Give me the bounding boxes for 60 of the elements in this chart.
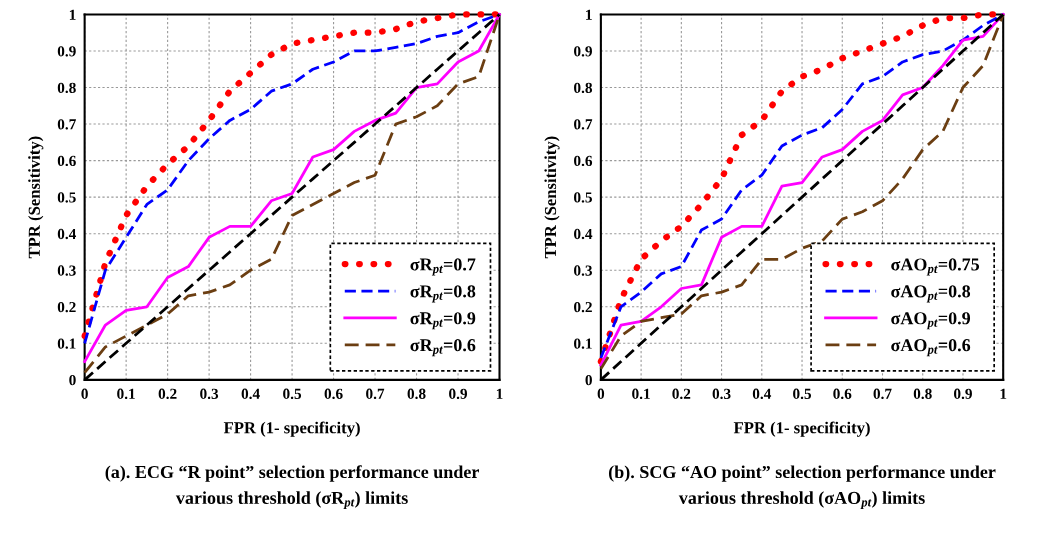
y-tick-label: 0.3 xyxy=(57,265,76,276)
y-tick-label: 0.7 xyxy=(57,119,76,130)
x-tick-label: 0.3 xyxy=(712,388,731,399)
x-tick-label: 0.2 xyxy=(672,388,691,399)
x-tick-label: 0.5 xyxy=(793,388,812,399)
x-tick-label: 0.7 xyxy=(366,388,385,399)
text: (a). ECG “R point” selection performance under xyxy=(105,465,479,482)
x-tick-label: 0.6 xyxy=(324,388,343,399)
x-tick-label: 0.2 xyxy=(158,388,177,399)
x-tick-label: 0.8 xyxy=(913,388,932,399)
legend-label: σAO$_{pt}$=0.8 xyxy=(891,285,971,303)
legend-label: σAO$_{pt}$=0.9 xyxy=(891,312,971,330)
x-tick-label: 0.5 xyxy=(283,388,302,399)
x-axis-title: FPR (1- specificity) xyxy=(223,421,360,437)
y-tick-label: 0.2 xyxy=(57,301,76,313)
x-tick-label: 0 xyxy=(81,388,88,399)
legend-label: σAO$_{pt}$=0.6 xyxy=(891,339,971,357)
x-tick-label: 1 xyxy=(1000,388,1007,399)
y-tick-label: 0.1 xyxy=(574,338,592,349)
text: (b). SCG “AO point” selection performance under xyxy=(609,465,996,482)
y-tick-label: 0.3 xyxy=(574,265,593,276)
x-tick-label: 0 xyxy=(597,388,605,399)
legend-label: σR$_{pt}$=0.8 xyxy=(410,285,476,303)
y-tick-label: 0.8 xyxy=(57,82,76,94)
y-tick-label: 1 xyxy=(69,9,76,20)
y-tick-label: 0.4 xyxy=(57,228,77,240)
y-tick-label: 0 xyxy=(585,374,592,386)
y-tick-label: 1 xyxy=(586,9,592,20)
x-tick-label: 0.9 xyxy=(954,388,972,399)
y-tick-label: 0.4 xyxy=(574,228,593,240)
y-tick-label: 0.5 xyxy=(574,192,592,203)
y-tick-label: 0.7 xyxy=(574,119,593,130)
x-tick-label: 0.4 xyxy=(241,388,260,399)
y-tick-label: 0.2 xyxy=(574,301,592,313)
text: various threshold (σR$_{pt}$) limits xyxy=(175,491,408,509)
x-tick-label: 0.9 xyxy=(449,388,468,399)
y-tick-label: 0.9 xyxy=(574,46,592,57)
y-tick-label: 0 xyxy=(69,374,76,386)
legend-label: σR$_{pt}$=0.9 xyxy=(410,312,476,330)
text: various threshold (σAO$_{pt}$) limits xyxy=(678,491,925,509)
legend-label: σR$_{pt}$=0.6 xyxy=(410,339,476,357)
x-tick-label: 0.8 xyxy=(407,388,426,399)
x-axis-title: FPR (1- specificity) xyxy=(733,421,870,437)
x-tick-label: 0.6 xyxy=(833,388,852,399)
y-tick-label: 0.6 xyxy=(57,155,76,167)
legend-label: σR$_{pt}$=0.7 xyxy=(410,258,476,276)
x-tick-label: 0.3 xyxy=(200,388,219,399)
x-tick-label: 1 xyxy=(496,388,503,399)
y-tick-label: 0.8 xyxy=(574,82,593,94)
y-tick-label: 0.6 xyxy=(574,155,593,167)
legend-label: σAO$_{pt}$=0.75 xyxy=(891,258,980,276)
y-tick-label: 0.5 xyxy=(57,192,76,203)
x-tick-label: 0.1 xyxy=(117,388,135,399)
x-tick-label: 0.1 xyxy=(632,388,650,399)
x-tick-label: 0.4 xyxy=(752,388,772,399)
y-tick-label: 0.9 xyxy=(57,46,76,57)
x-tick-label: 0.7 xyxy=(873,388,892,399)
y-tick-label: 0.1 xyxy=(57,338,76,349)
y-axis-title: TPR (Sensitivity) xyxy=(28,136,44,259)
y-axis-title: TPR (Sensitivity) xyxy=(544,136,560,259)
